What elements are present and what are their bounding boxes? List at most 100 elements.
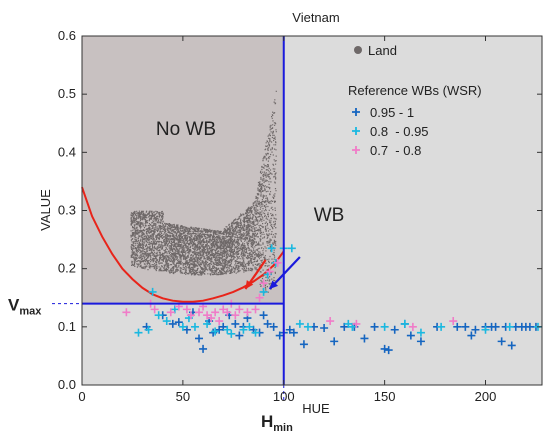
marker-0-4	[182, 325, 191, 334]
marker-1-2	[148, 287, 157, 296]
marker-0-21	[269, 322, 278, 331]
x-tick-label-3: 150	[374, 389, 396, 404]
hmin-label: Hmin	[261, 412, 293, 434]
marker-0-44	[471, 325, 480, 334]
marker-0-20	[263, 319, 272, 328]
land-points	[130, 90, 277, 294]
legend-label-1: 0.8 - 0.95	[370, 124, 429, 139]
y-axis-ticks: 0.0 0.1 0.2 0.3 0.4 0.5 0.6	[58, 28, 542, 392]
marker-0-41	[453, 322, 462, 331]
marker-1-8	[190, 322, 199, 331]
marker-1-28	[416, 328, 425, 337]
marker-2-2	[150, 305, 159, 314]
marker-0-33	[370, 322, 379, 331]
marker-0-43	[467, 331, 476, 340]
marker-1-21	[287, 244, 296, 253]
blue-arrow-head	[269, 280, 279, 290]
marker-2-12	[215, 317, 224, 326]
marker-1-18	[267, 244, 276, 253]
marker-0-24	[285, 325, 294, 334]
marker-0-34	[380, 344, 389, 353]
marker-1-10	[211, 327, 220, 336]
marker-2-25	[352, 319, 361, 328]
marker-0-2	[168, 319, 177, 328]
marker-0-11	[219, 322, 228, 331]
y-tick-label-4: 0.4	[58, 144, 76, 159]
vmax-label: Vmax	[8, 296, 42, 318]
legend-label-0: 0.95 - 1	[370, 105, 414, 120]
marker-1-24	[344, 319, 353, 328]
marker-0-3	[174, 318, 183, 327]
marker-0-50	[507, 341, 516, 350]
marker-2-9	[203, 311, 212, 320]
annotation-arrows	[244, 256, 301, 290]
reference-wb-markers	[122, 244, 542, 355]
marker-1-22	[295, 319, 304, 328]
marker-0-29	[330, 337, 339, 346]
marker-0-48	[497, 337, 506, 346]
marker-0-13	[231, 319, 240, 328]
marker-1-31	[505, 322, 514, 331]
marker-0-10	[215, 325, 224, 334]
legend-land-label: Land	[368, 43, 397, 58]
red-arrow-head	[245, 280, 254, 290]
legend: Land Reference WBs (WSR) 0.95 - 1 0.8 - 0…	[348, 43, 482, 158]
marker-2-0	[122, 308, 131, 317]
marker-0-42	[461, 322, 470, 331]
marker-1-27	[400, 319, 409, 328]
marker-1-25	[348, 322, 357, 331]
marker-1-26	[380, 322, 389, 331]
wb-label: WB	[314, 205, 345, 226]
marker-1-29	[437, 322, 446, 331]
marker-1-0	[134, 328, 143, 337]
legend-marker-2	[352, 146, 360, 154]
chart-title: Vietnam	[292, 10, 339, 25]
x-tick-label-0: 0	[78, 389, 85, 404]
legend-label-2: 0.7 - 0.8	[370, 143, 421, 158]
marker-0-19	[259, 311, 268, 320]
marker-1-9	[203, 319, 212, 328]
marker-2-10	[207, 314, 216, 323]
marker-2-17	[235, 305, 244, 314]
marker-0-39	[416, 337, 425, 346]
marker-1-16	[259, 287, 268, 296]
marker-1-30	[481, 325, 490, 334]
marker-0-30	[340, 322, 349, 331]
x-tick-label-1: 50	[176, 389, 190, 404]
marker-1-3	[154, 311, 163, 320]
marker-2-18	[243, 308, 252, 317]
marker-1-11	[223, 325, 232, 334]
marker-0-47	[491, 322, 500, 331]
marker-1-14	[245, 322, 254, 331]
no-wb-label: No WB	[156, 119, 216, 140]
marker-0-32	[360, 334, 369, 343]
y-tick-label-0: 0.0	[58, 377, 76, 392]
marker-2-6	[186, 311, 195, 320]
y-tick-label-5: 0.5	[58, 86, 76, 101]
marker-1-15	[251, 328, 260, 337]
marker-2-13	[219, 305, 228, 314]
y-tick-label-3: 0.3	[58, 203, 76, 218]
marker-0-28	[320, 323, 329, 332]
marker-2-16	[231, 311, 240, 320]
marker-1-4	[162, 317, 171, 326]
x-axis-ticks: 0 50 100 150 200	[78, 36, 496, 404]
x-axis-label: HUE	[302, 401, 330, 416]
marker-0-35	[384, 346, 393, 355]
y-axis-label: VALUE	[38, 189, 53, 231]
legend-land-marker	[354, 46, 362, 54]
x-tick-label-4: 200	[475, 389, 497, 404]
marker-2-7	[195, 308, 204, 317]
marker-2-23	[273, 258, 282, 267]
marker-1-6	[178, 322, 187, 331]
legend-ref-title: Reference WBs (WSR)	[348, 83, 482, 98]
y-tick-label-1: 0.1	[58, 319, 76, 334]
land-point-cloud	[130, 90, 277, 294]
marker-0-36	[390, 325, 399, 334]
marker-0-26	[299, 340, 308, 349]
marker-2-22	[265, 267, 274, 276]
marker-2-27	[449, 317, 458, 326]
marker-0-25	[289, 328, 298, 337]
marker-1-12	[227, 329, 236, 338]
